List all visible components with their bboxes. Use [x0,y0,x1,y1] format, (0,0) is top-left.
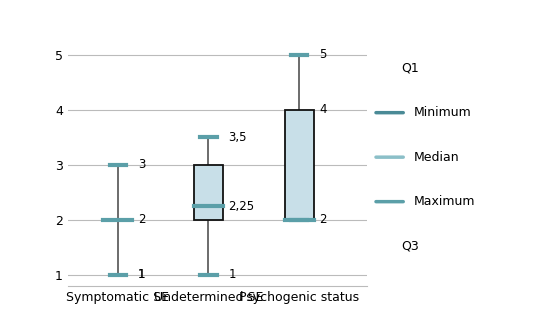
Bar [103,219,132,220]
Bar [285,110,314,220]
Text: Minimum: Minimum [413,106,471,119]
Text: 5: 5 [319,48,326,62]
Text: Q3: Q3 [401,240,419,253]
Text: 2,25: 2,25 [229,200,255,213]
Text: 3: 3 [138,158,145,171]
Text: 1: 1 [138,268,145,281]
Text: Median: Median [413,151,459,164]
Bar [194,165,223,220]
Text: 1: 1 [138,268,145,281]
Text: 4: 4 [319,103,326,117]
Text: 2: 2 [138,213,145,226]
Text: 3,5: 3,5 [229,131,247,144]
Text: 1: 1 [229,268,236,281]
Text: Maximum: Maximum [413,195,475,208]
Text: 2: 2 [319,213,326,226]
Text: Q1: Q1 [401,62,419,75]
